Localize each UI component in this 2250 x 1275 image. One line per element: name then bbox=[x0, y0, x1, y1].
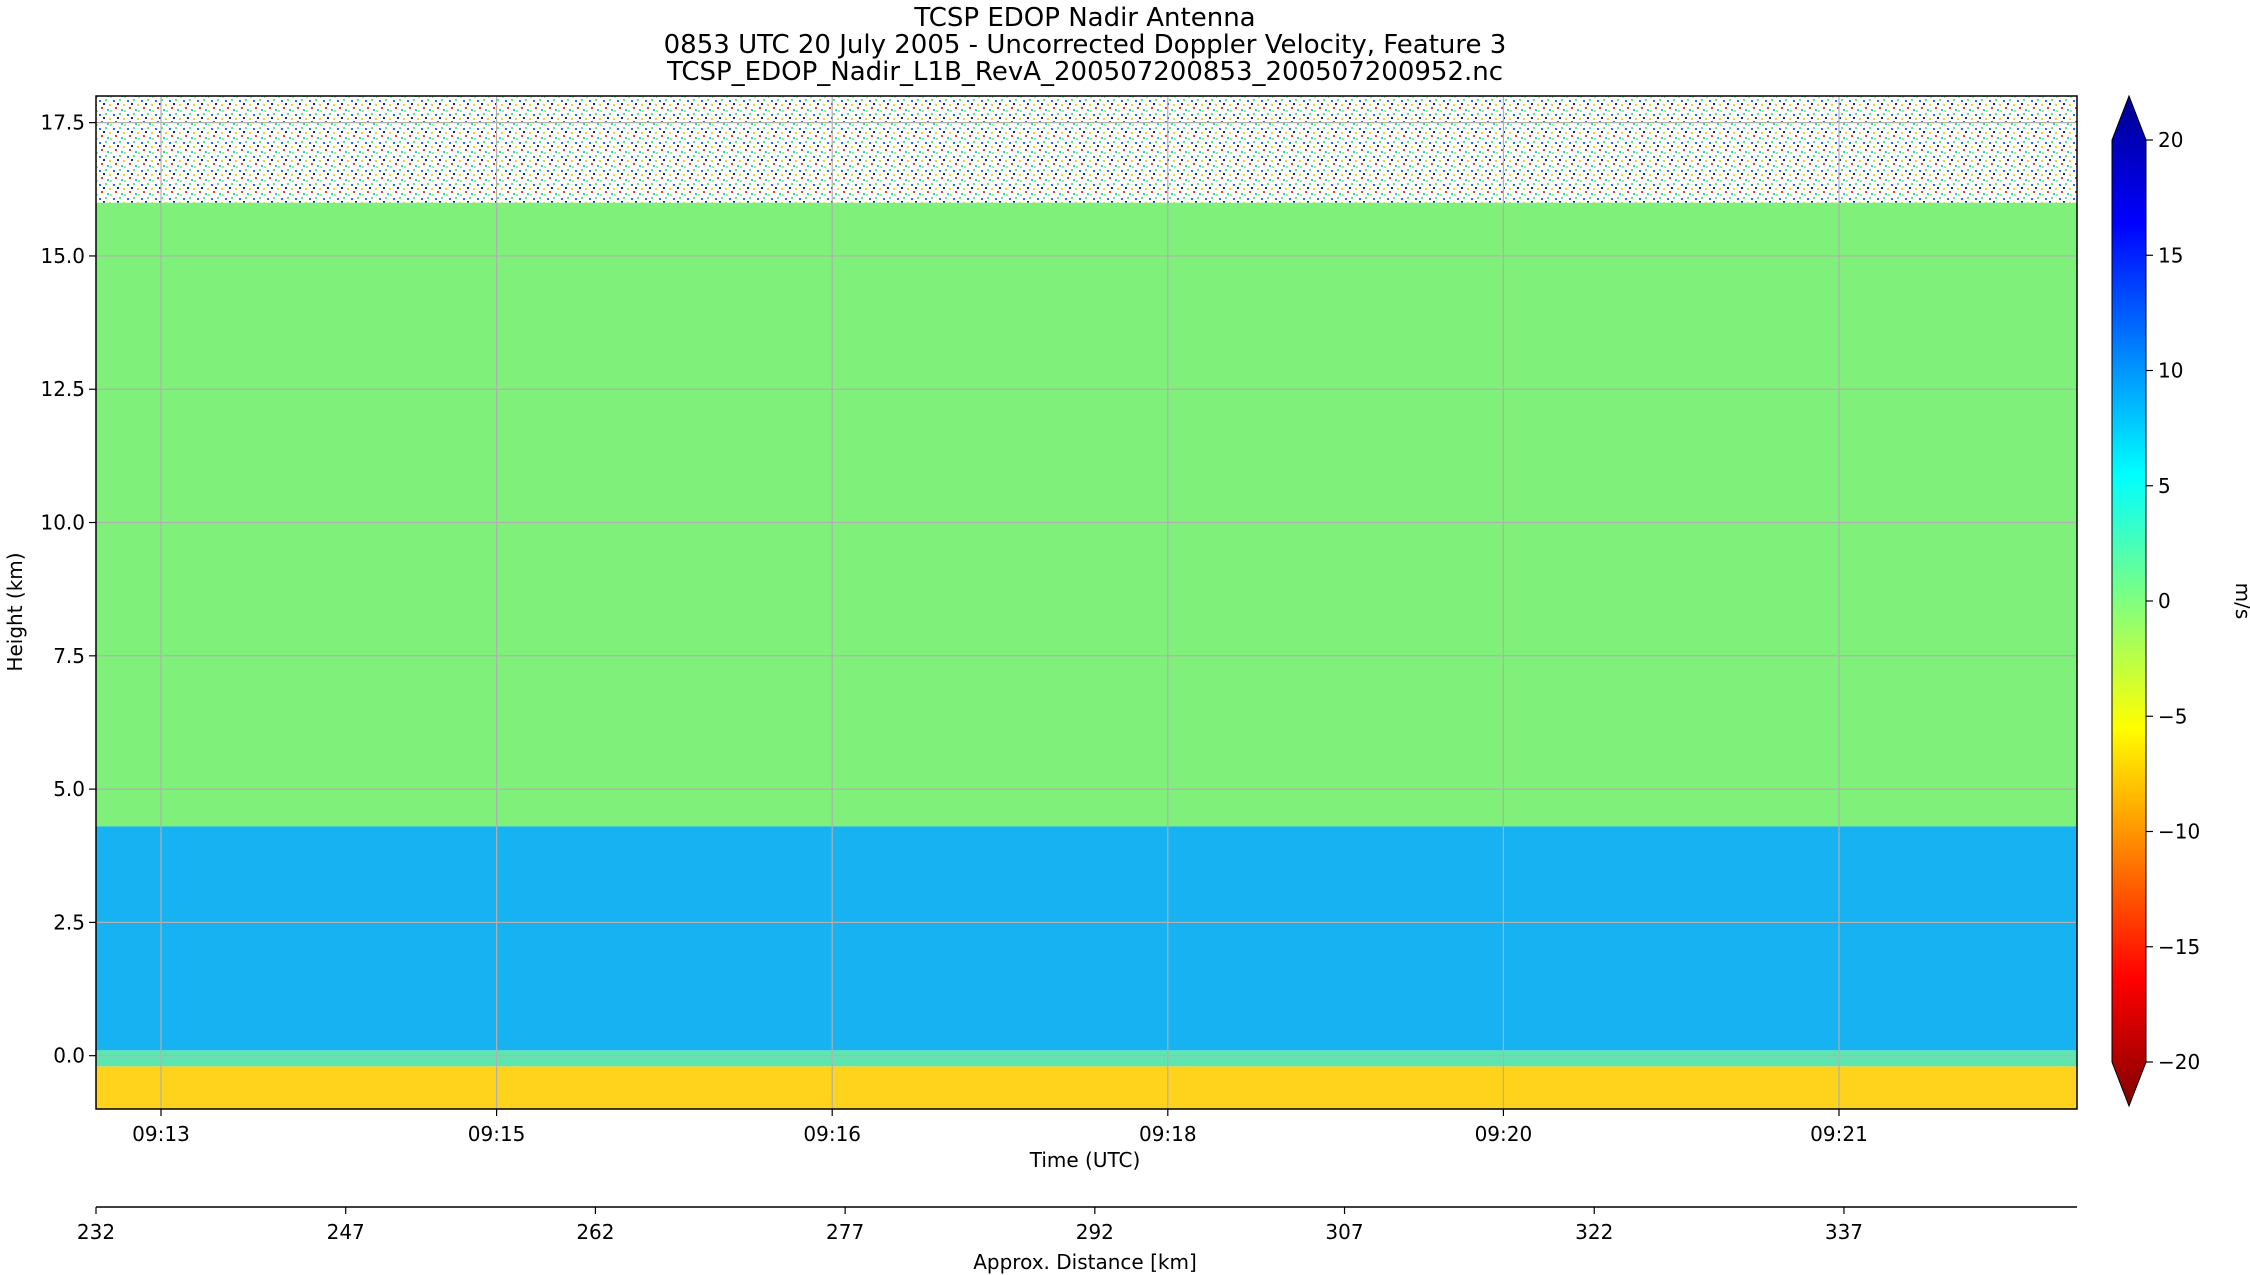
x-tick-label: 09:16 bbox=[803, 1122, 861, 1146]
colorbar-tick-label: 15 bbox=[2158, 243, 2183, 267]
colorbar-tick-label: 20 bbox=[2158, 128, 2183, 152]
distance-tick-label: 277 bbox=[826, 1220, 864, 1244]
y-axis-label: Height (km) bbox=[3, 552, 27, 671]
distance-tick-label: 232 bbox=[77, 1220, 115, 1244]
x-tick-label: 09:20 bbox=[1475, 1122, 1533, 1146]
distance-tick-label: 322 bbox=[1575, 1220, 1613, 1244]
colorbar-tick-label: −5 bbox=[2158, 704, 2187, 728]
y-tick-label: 15.0 bbox=[40, 244, 85, 268]
x-tick-label: 09:21 bbox=[1810, 1122, 1868, 1146]
surface-transition bbox=[96, 1050, 2077, 1067]
y-tick-label: 7.5 bbox=[53, 644, 85, 668]
x-tick-label: 09:18 bbox=[1139, 1122, 1197, 1146]
distance-axis: 232 247 262 277 292 307 322 337 bbox=[77, 1206, 2077, 1244]
colorbar-tick-label: −15 bbox=[2158, 935, 2200, 959]
colorbar-tick-label: 0 bbox=[2158, 589, 2171, 613]
chart-title-line-3: TCSP_EDOP_Nadir_L1B_RevA_200507200853_20… bbox=[666, 57, 1503, 87]
x-tick-label: 09:13 bbox=[132, 1122, 190, 1146]
distance-tick-label: 247 bbox=[327, 1220, 365, 1244]
distance-tick-label: 262 bbox=[576, 1220, 614, 1244]
y-tick-label: 10.0 bbox=[40, 511, 85, 535]
x-axis-label: Time (UTC) bbox=[1029, 1148, 1141, 1172]
colorbar-tick-label: −10 bbox=[2158, 820, 2200, 844]
y-tick-label: 2.5 bbox=[53, 910, 85, 934]
noise-region bbox=[96, 96, 2077, 203]
distance-axis-label: Approx. Distance [km] bbox=[973, 1250, 1197, 1274]
y-tick-label: 17.5 bbox=[40, 111, 85, 135]
distance-tick-label: 307 bbox=[1325, 1220, 1363, 1244]
surface-echo-region bbox=[96, 1066, 2077, 1109]
rain-layer-region bbox=[96, 826, 2077, 1051]
y-tick-label: 0.0 bbox=[53, 1044, 85, 1068]
distance-tick-label: 292 bbox=[1076, 1220, 1114, 1244]
x-tick-label: 09:15 bbox=[468, 1122, 526, 1146]
chart-title-line-2: 0853 UTC 20 July 2005 - Uncorrected Dopp… bbox=[664, 30, 1507, 60]
colorbar-tick-label: 10 bbox=[2158, 359, 2183, 383]
colorbar-ticks: 20 15 10 5 0 −5 −10 −15 −20 bbox=[2146, 128, 2200, 1074]
chart-title-line-1: TCSP EDOP Nadir Antenna bbox=[913, 3, 1255, 33]
upper-troposphere-region bbox=[96, 202, 2077, 827]
y-axis: 0.0 2.5 5.0 7.5 10.0 12.5 15.0 17.5 bbox=[40, 111, 96, 1068]
colorbar-tick-label: 5 bbox=[2158, 474, 2171, 498]
plot-frame bbox=[95, 95, 2078, 1110]
distance-tick-label: 337 bbox=[1825, 1220, 1863, 1244]
colorbar: 20 15 10 5 0 −5 −10 −15 −20 m/s bbox=[2111, 94, 2250, 1108]
plot-area: 0.02.55.07.510.012.515.017.509:13 09:15 09… bbox=[40, 95, 2078, 1146]
colorbar-label: m/s bbox=[2231, 583, 2250, 620]
colorbar-body bbox=[2111, 94, 2147, 1108]
grid-lines bbox=[96, 96, 2077, 1109]
colorbar-tick-label: −20 bbox=[2158, 1050, 2200, 1074]
x-axis: 09:13 09:15 09:16 09:18 09:20 09:21 bbox=[132, 1109, 1868, 1146]
y-tick-label: 12.5 bbox=[40, 377, 85, 401]
y-tick-label: 5.0 bbox=[53, 777, 85, 801]
